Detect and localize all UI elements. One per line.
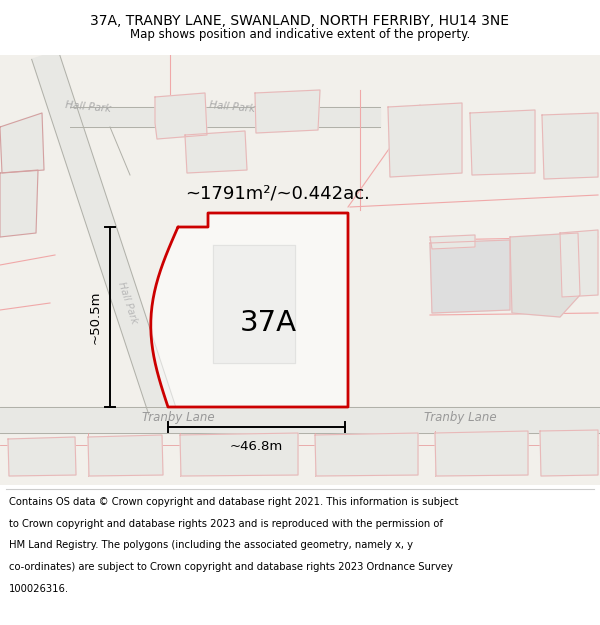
Polygon shape (0, 170, 38, 237)
Text: Hall Park: Hall Park (116, 281, 139, 325)
Text: Contains OS data © Crown copyright and database right 2021. This information is : Contains OS data © Crown copyright and d… (9, 497, 458, 507)
Polygon shape (88, 435, 163, 476)
Polygon shape (185, 131, 247, 173)
Polygon shape (510, 233, 580, 317)
Text: ~50.5m: ~50.5m (89, 290, 102, 344)
Polygon shape (32, 51, 175, 414)
Text: 100026316.: 100026316. (9, 584, 69, 594)
Polygon shape (255, 90, 320, 133)
Polygon shape (155, 93, 207, 139)
Bar (0, 407, 600, 433)
Text: ~1791m²/~0.442ac.: ~1791m²/~0.442ac. (185, 184, 370, 202)
Polygon shape (151, 213, 348, 407)
Text: 37A: 37A (239, 309, 296, 337)
Text: Tranby Lane: Tranby Lane (142, 411, 214, 424)
Text: co-ordinates) are subject to Crown copyright and database rights 2023 Ordnance S: co-ordinates) are subject to Crown copyr… (9, 562, 453, 572)
Text: Map shows position and indicative extent of the property.: Map shows position and indicative extent… (130, 28, 470, 41)
Text: 37A, TRANBY LANE, SWANLAND, NORTH FERRIBY, HU14 3NE: 37A, TRANBY LANE, SWANLAND, NORTH FERRIB… (91, 14, 509, 28)
Text: Hall Park: Hall Park (209, 100, 256, 114)
Polygon shape (388, 103, 462, 177)
Polygon shape (540, 430, 598, 476)
Polygon shape (180, 433, 298, 476)
Text: HM Land Registry. The polygons (including the associated geometry, namely x, y: HM Land Registry. The polygons (includin… (9, 540, 413, 550)
Polygon shape (315, 433, 418, 476)
Polygon shape (470, 110, 535, 175)
Polygon shape (430, 235, 475, 249)
Polygon shape (560, 230, 598, 297)
Polygon shape (8, 437, 76, 476)
Polygon shape (435, 431, 528, 476)
Polygon shape (0, 113, 44, 173)
Polygon shape (542, 113, 598, 179)
Text: ~46.8m: ~46.8m (230, 440, 283, 453)
Text: to Crown copyright and database rights 2023 and is reproduced with the permissio: to Crown copyright and database rights 2… (9, 519, 443, 529)
Text: Hall Park: Hall Park (65, 100, 112, 114)
Polygon shape (213, 245, 295, 363)
Polygon shape (430, 240, 510, 313)
Text: Tranby Lane: Tranby Lane (424, 411, 496, 424)
Bar (70, 107, 380, 127)
